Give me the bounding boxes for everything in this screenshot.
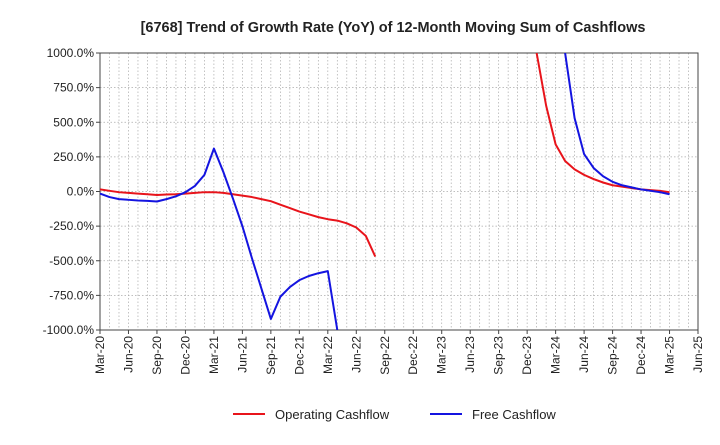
x-tick-label: Dec-20 bbox=[178, 336, 192, 375]
x-tick-label: Jun-23 bbox=[463, 336, 477, 373]
y-tick-label: 500.0% bbox=[53, 115, 94, 129]
y-tick-label: 750.0% bbox=[53, 81, 94, 95]
axes: 1000.0% 750.0% 500.0% 250.0% 0.0% -250.0% -500… bbox=[43, 46, 705, 375]
x-tick-label: Sep-22 bbox=[378, 336, 392, 375]
free-cashflow-line bbox=[100, 147, 339, 330]
x-tick-label: Dec-24 bbox=[634, 336, 648, 375]
x-tick-label: Mar-21 bbox=[207, 336, 221, 374]
x-tick-label: Jun-25 bbox=[691, 336, 705, 373]
x-tick-label: Dec-22 bbox=[406, 336, 420, 375]
x-tick-label: Sep-24 bbox=[606, 336, 620, 375]
x-tick-label: Mar-24 bbox=[549, 336, 563, 374]
legend-label-free-cashflow: Free Cashflow bbox=[472, 407, 556, 422]
x-tick-label: Mar-25 bbox=[663, 336, 677, 374]
x-tick-label: Jun-21 bbox=[235, 336, 249, 373]
x-tick-label: Mar-22 bbox=[321, 336, 335, 374]
y-tick-label: -750.0% bbox=[49, 288, 94, 302]
y-tick-label: -500.0% bbox=[49, 254, 94, 268]
x-tick-label: Jun-24 bbox=[577, 336, 591, 373]
x-tick-label: Dec-21 bbox=[292, 336, 306, 375]
x-tick-label: Dec-23 bbox=[520, 336, 534, 375]
legend-label-operating-cashflow: Operating Cashflow bbox=[275, 407, 390, 422]
y-tick-label: 250.0% bbox=[53, 150, 94, 164]
x-tick-label: Sep-21 bbox=[264, 336, 278, 375]
y-tick-label: 1000.0% bbox=[47, 46, 95, 60]
chart-title: [6768] Trend of Growth Rate (YoY) of 12-… bbox=[141, 20, 646, 36]
y-tick-label: -1000.0% bbox=[43, 323, 95, 337]
x-tick-label: Jun-22 bbox=[349, 336, 363, 373]
x-tick-label: Jun-20 bbox=[121, 336, 135, 373]
x-tick-label: Sep-20 bbox=[150, 336, 164, 375]
free-cashflow-line-segment bbox=[564, 53, 670, 196]
legend: Operating Cashflow Free Cashflow bbox=[233, 407, 556, 422]
x-tick-label: Mar-23 bbox=[435, 336, 449, 374]
y-tick-label: -250.0% bbox=[49, 219, 94, 233]
series-lines bbox=[100, 53, 670, 330]
grid-lines bbox=[100, 53, 698, 330]
x-tick-label: Sep-23 bbox=[492, 336, 506, 375]
x-tick-label: Mar-20 bbox=[93, 336, 107, 374]
operating-cashflow-line bbox=[100, 188, 377, 258]
y-tick-label: 0.0% bbox=[67, 185, 95, 199]
